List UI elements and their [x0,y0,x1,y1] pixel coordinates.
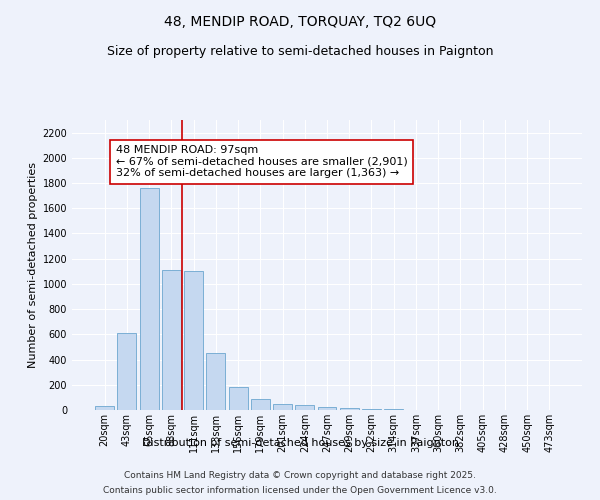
Bar [295,405,314,410]
Text: 48 MENDIP ROAD: 97sqm
← 67% of semi-detached houses are smaller (2,901)
32% of s: 48 MENDIP ROAD: 97sqm ← 67% of semi-deta… [116,145,407,178]
Bar [384,408,403,410]
Bar [273,404,292,410]
Bar [162,270,181,410]
Text: Size of property relative to semi-detached houses in Paignton: Size of property relative to semi-detach… [107,45,493,58]
Bar [229,386,248,410]
Text: Contains HM Land Registry data © Crown copyright and database right 2025.: Contains HM Land Registry data © Crown c… [124,471,476,480]
Bar [340,408,359,410]
Bar [118,333,136,410]
Text: Distribution of semi-detached houses by size in Paignton: Distribution of semi-detached houses by … [142,438,458,448]
Bar [184,272,203,410]
Bar [206,352,225,410]
Bar [251,398,270,410]
Text: Contains public sector information licensed under the Open Government Licence v3: Contains public sector information licen… [103,486,497,495]
Y-axis label: Number of semi-detached properties: Number of semi-detached properties [28,162,38,368]
Bar [317,407,337,410]
Bar [95,406,114,410]
Bar [140,188,158,410]
Text: 48, MENDIP ROAD, TORQUAY, TQ2 6UQ: 48, MENDIP ROAD, TORQUAY, TQ2 6UQ [164,15,436,29]
